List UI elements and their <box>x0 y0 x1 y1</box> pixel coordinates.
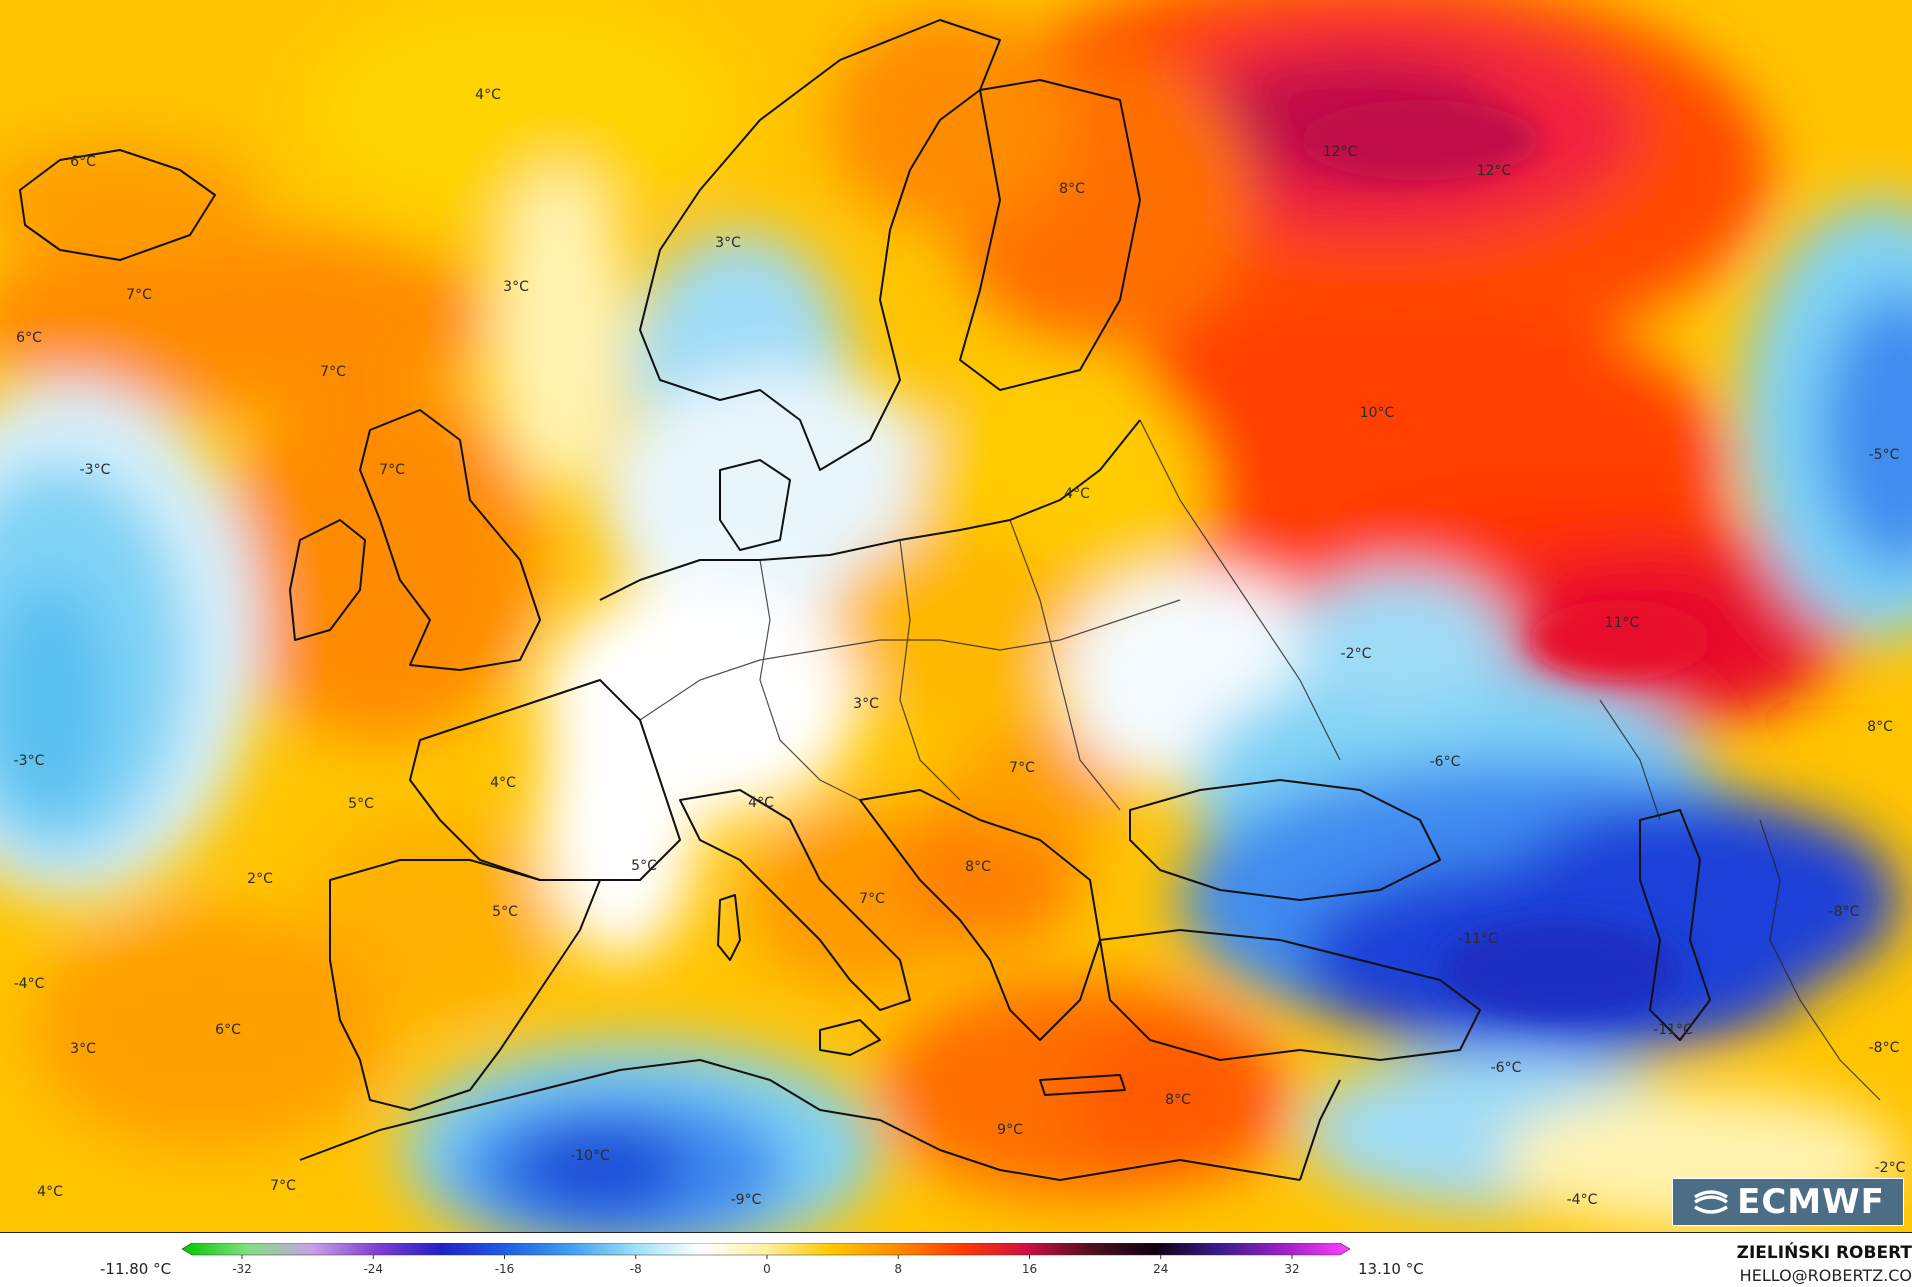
ecmwf-logo-icon <box>1694 1190 1729 1214</box>
colorbar-tick-label: -16 <box>495 1262 515 1276</box>
colorbar-tick-label: 32 <box>1284 1262 1299 1276</box>
map-canvas <box>0 0 1912 1232</box>
colorbar-tick-label: -32 <box>232 1262 252 1276</box>
colorbar-tick-label: 24 <box>1153 1262 1168 1276</box>
legend-min-label: -11.80 °C <box>100 1260 172 1278</box>
country-borders <box>639 419 1881 1101</box>
colorbar: -32 -24 -16 -8 0 8 16 24 32 <box>181 1243 1350 1276</box>
color-legend: -11.80 °C -32 -24 -16 -8 0 8 16 24 32 13.10 °C Z… <box>0 1233 1912 1287</box>
colorbar-tick-label: -24 <box>363 1262 383 1276</box>
legend-max-label: 13.10 °C <box>1358 1260 1424 1278</box>
colorbar-tick-label: 16 <box>1022 1262 1037 1276</box>
author-email: HELLO@ROBERTZ.CO <box>1739 1266 1912 1285</box>
colorbar-strip <box>181 1243 1350 1256</box>
colorbar-tick-label: 0 <box>763 1262 771 1276</box>
colorbar-tick-label: 8 <box>894 1262 902 1276</box>
coastlines <box>19 19 1711 1181</box>
ecmwf-logo-text: ECMWF <box>1737 1182 1885 1222</box>
temperature-anomaly-map: 4°C 6°C 7°C 6°C 7°C 3°C 3°C 8°C 12°C 12°C 10°C -3°C… <box>0 0 1912 1233</box>
colorbar-ticks: -32 -24 -16 -8 0 8 16 24 32 <box>232 1255 1300 1276</box>
ecmwf-logo: ECMWF <box>1672 1178 1904 1226</box>
colorbar-tick-label: -8 <box>630 1262 642 1276</box>
author-name: ZIELIŃSKI ROBERT <box>1736 1243 1912 1263</box>
